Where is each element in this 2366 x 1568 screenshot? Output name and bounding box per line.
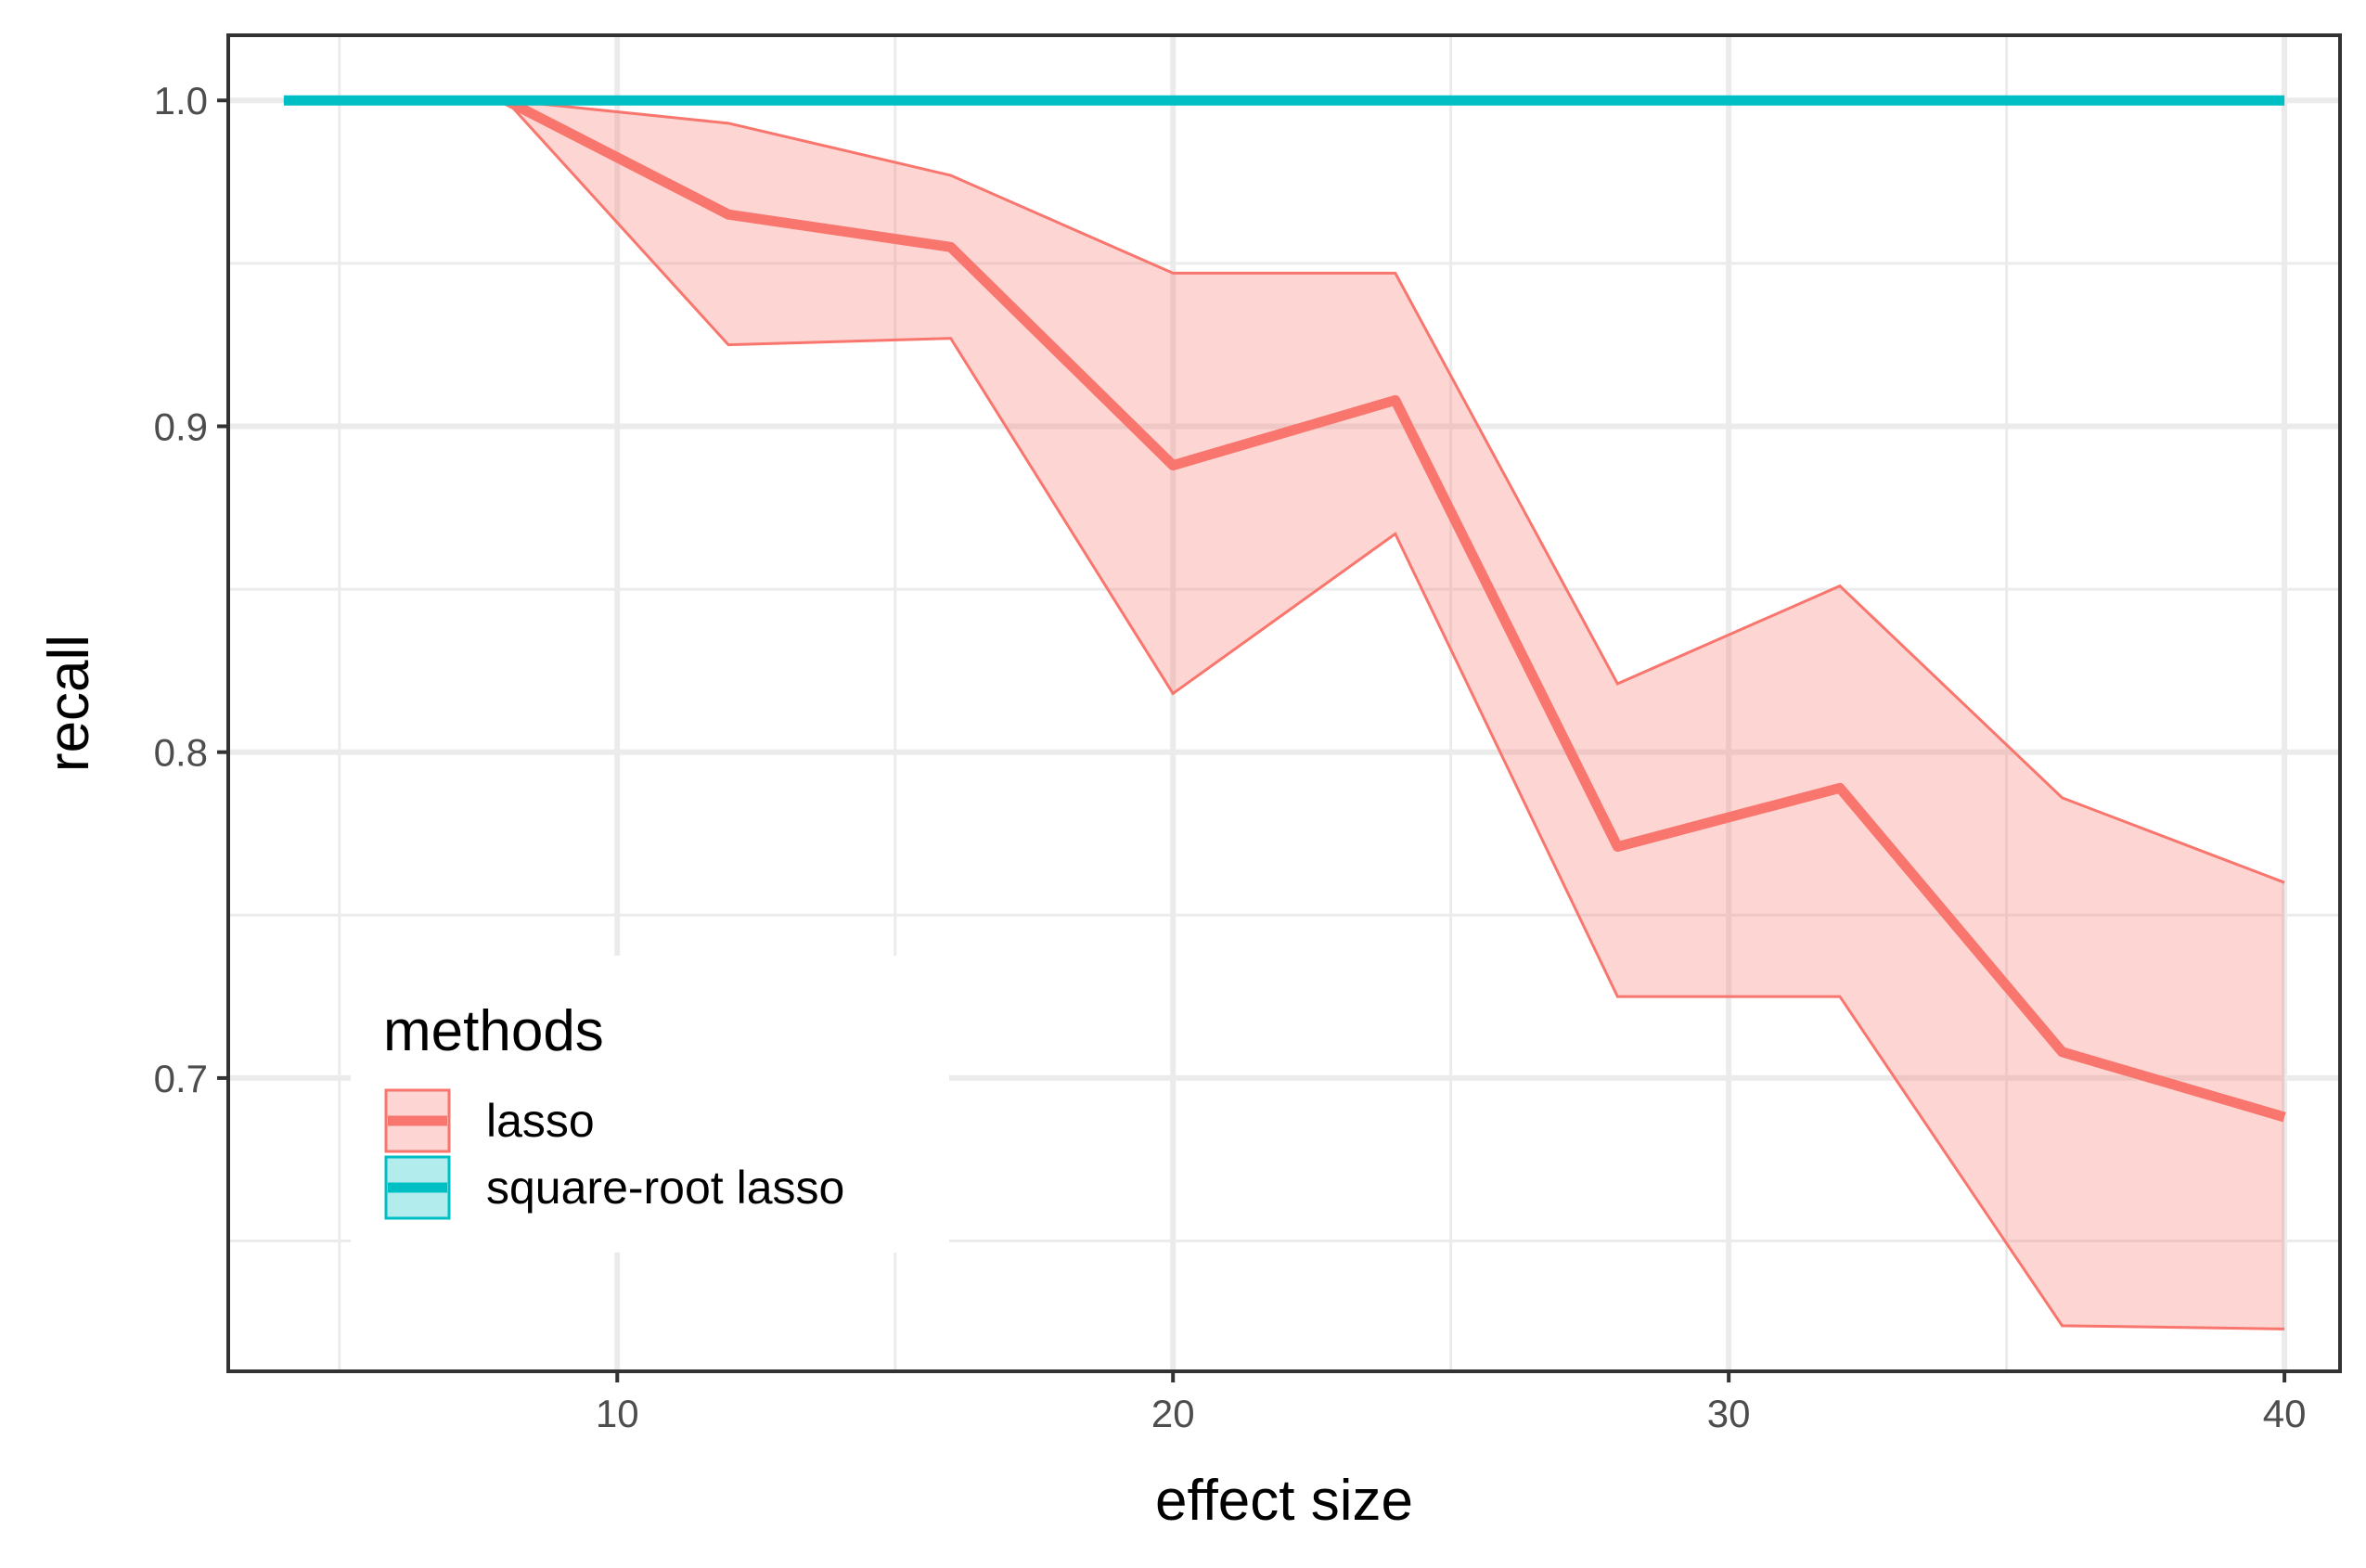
legend-items: lasso square-root lasso <box>384 1088 844 1220</box>
y-tick-label: 1.0 <box>154 79 208 122</box>
legend: methods lasso square-root lasso <box>351 956 949 1253</box>
y-tick-label: 0.7 <box>154 1057 208 1100</box>
series-ribbon-lower-0 <box>505 99 2285 1330</box>
series-layer <box>283 95 2286 1330</box>
legend-title: methods <box>383 999 604 1063</box>
axis-ticks: 10 20 30 40 0.7 0.8 0.9 1.0 <box>154 79 2307 1435</box>
legend-label: lasso <box>486 1095 595 1147</box>
series-line-0 <box>503 96 2286 1123</box>
minor-gridlines <box>228 35 2340 1371</box>
panel-border <box>226 33 2342 1373</box>
x-tick-label: 30 <box>1707 1392 1751 1435</box>
x-tick-label: 10 <box>596 1392 639 1435</box>
x-tick-label: 40 <box>2263 1392 2307 1435</box>
y-tick-label: 0.9 <box>154 405 208 448</box>
legend-label: square-root lasso <box>486 1162 844 1214</box>
x-tick-label: 20 <box>1151 1392 1195 1435</box>
series-ribbon-upper-0 <box>506 98 2285 884</box>
y-tick-label: 0.8 <box>154 731 208 775</box>
series-ribbon-0 <box>506 100 2285 1330</box>
x-axis-title: effect size <box>1155 1469 1413 1533</box>
y-axis-title: recall <box>37 635 101 772</box>
